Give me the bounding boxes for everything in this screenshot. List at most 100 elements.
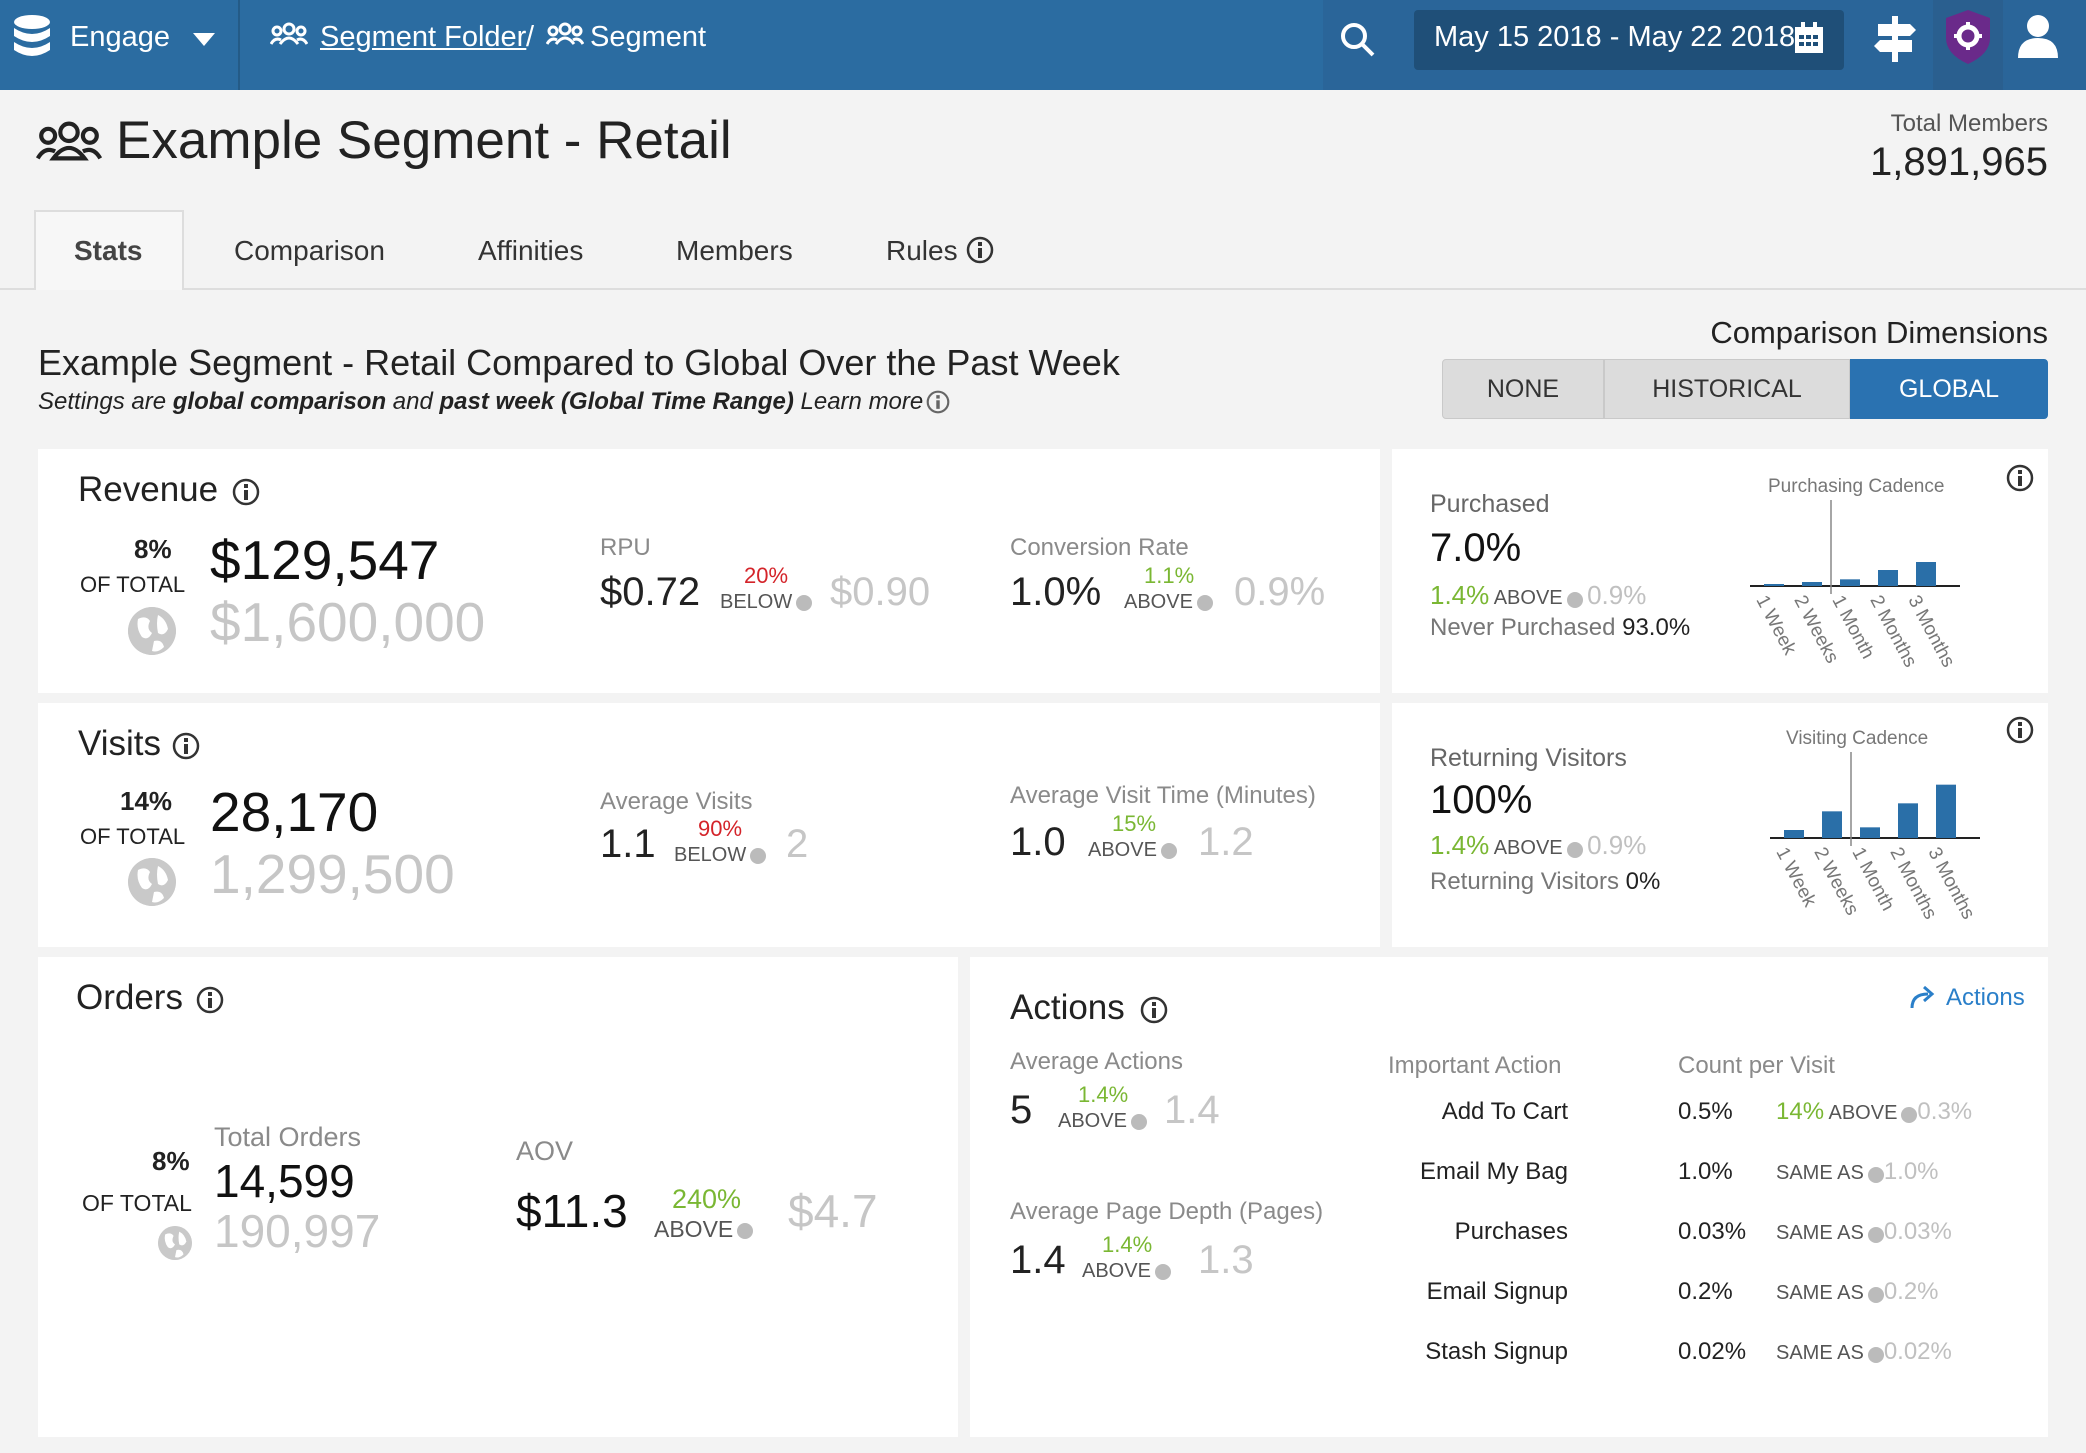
section-title: Example Segment - Retail Compared to Glo… — [38, 342, 1120, 383]
info-icon[interactable] — [1140, 996, 1168, 1024]
total-members-label: Total Members — [1890, 110, 2048, 137]
actions-title: Actions — [1010, 988, 1125, 1027]
total-orders-global: 190,997 — [214, 1205, 381, 1257]
info-icon[interactable] — [966, 236, 994, 264]
visiting-cadence-title: Visiting Cadence — [1786, 728, 1929, 749]
cadence-bar — [1784, 830, 1804, 838]
page-depth-label: Average Page Depth (Pages) — [1010, 1198, 1324, 1225]
tab-stats-label: Stats — [74, 235, 143, 266]
cadence-bar — [1878, 570, 1898, 586]
avg-visits-change-dir: BELOW — [674, 844, 767, 867]
avg-visits-label: Average Visits — [600, 788, 753, 815]
avg-actions-value: 5 — [1010, 1088, 1033, 1132]
comparison-option-none[interactable]: NONE — [1442, 359, 1604, 419]
revenue-global: $1,600,000 — [210, 591, 486, 653]
app-name[interactable]: Engage — [70, 21, 170, 53]
info-icon[interactable] — [2006, 464, 2034, 492]
database-icon — [12, 14, 52, 60]
tab-rules[interactable]: Rules — [886, 235, 958, 266]
calendar-icon — [1794, 22, 1824, 54]
group-icon — [546, 22, 584, 46]
globe-icon — [737, 1222, 754, 1239]
revenue-card — [38, 449, 1380, 693]
globe-icon — [1566, 591, 1583, 608]
globe-icon — [128, 607, 176, 655]
tab-affinities[interactable]: Affinities — [478, 235, 584, 266]
revenue-title: Revenue — [78, 470, 219, 509]
returning-label: Returning Visitors — [1430, 744, 1627, 772]
learn-more-link[interactable]: Learn more — [793, 388, 924, 415]
visits-value: 28,170 — [210, 781, 379, 843]
visits-card — [38, 703, 1380, 947]
breadcrumb-separator: / — [526, 21, 535, 53]
action-name: Email Signup — [1426, 1278, 1568, 1305]
globe-icon — [1196, 594, 1213, 611]
divider — [238, 0, 240, 90]
visit-time-global: 1.2 — [1198, 820, 1254, 864]
user-icon[interactable] — [2018, 14, 2058, 58]
cadence-bar — [1822, 811, 1842, 838]
group-icon — [270, 22, 308, 46]
shield-gear-icon — [1946, 10, 1990, 64]
comparison-option-global[interactable]: GLOBAL — [1850, 359, 2048, 419]
action-compare: SAME AS 0.2% — [1776, 1278, 1939, 1305]
date-range-button[interactable] — [1414, 10, 1844, 70]
info-icon[interactable] — [196, 986, 224, 1014]
revenue-share-pct: 8% — [134, 534, 172, 564]
aov-change-dir: ABOVE — [654, 1216, 754, 1243]
actions-link[interactable]: Actions — [1946, 984, 2025, 1011]
tab-members[interactable]: Members — [676, 235, 793, 266]
comparison-option-historical[interactable]: HISTORICAL — [1604, 359, 1850, 419]
visits-global: 1,299,500 — [210, 843, 455, 905]
avg-actions-label: Average Actions — [1010, 1048, 1184, 1075]
info-icon[interactable] — [232, 478, 260, 506]
info-icon[interactable] — [172, 732, 200, 760]
breadcrumb-folder[interactable]: Segment Folder — [320, 21, 527, 53]
search-icon[interactable] — [1340, 22, 1376, 58]
never-purchased: Never Purchased 93.0% — [1430, 614, 1691, 641]
orders-of-total: OF TOTAL — [82, 1190, 192, 1216]
tab-stats[interactable] — [34, 210, 184, 290]
tab-divider — [0, 288, 2086, 290]
rpu-change-dir: BELOW — [720, 591, 813, 614]
orders-title: Orders — [76, 978, 183, 1017]
avg-actions-global: 1.4 — [1164, 1088, 1220, 1132]
action-count: 0.5% — [1678, 1098, 1733, 1125]
page-depth-change-dir: ABOVE — [1082, 1260, 1171, 1283]
cadence-bar — [1840, 579, 1860, 586]
action-count: 1.0% — [1678, 1158, 1733, 1185]
action-name: Purchases — [1454, 1218, 1568, 1245]
cadence-bar — [1936, 784, 1956, 838]
comparison-dimensions-label: Comparison Dimensions — [1710, 315, 2048, 350]
globe-icon — [1130, 1113, 1147, 1130]
conversion-change-pct: 1.1% — [1144, 563, 1195, 588]
signpost-icon[interactable] — [1874, 16, 1916, 62]
visits-share-pct: 14% — [120, 786, 173, 816]
chevron-down-icon[interactable] — [193, 33, 215, 47]
visit-time-change-pct: 15% — [1112, 811, 1157, 836]
info-icon[interactable] — [2006, 716, 2034, 744]
total-members-value: 1,891,965 — [1870, 140, 2048, 184]
rpu-global: $0.90 — [830, 570, 931, 614]
action-compare: SAME AS 0.02% — [1776, 1338, 1952, 1365]
action-compare: SAME AS 0.03% — [1776, 1218, 1952, 1245]
visit-time-change-dir: ABOVE — [1088, 839, 1177, 862]
aov-value: $11.3 — [516, 1185, 628, 1237]
important-action-header: Important Action — [1388, 1052, 1562, 1079]
avg-visits-value: 1.1 — [600, 822, 656, 866]
info-icon[interactable] — [926, 390, 950, 414]
revenue-of-total: OF TOTAL — [80, 572, 186, 597]
avg-visits-global: 2 — [786, 822, 809, 866]
purchased-change: 1.4% ABOVE 0.9% — [1430, 580, 1647, 610]
tab-comparison[interactable]: Comparison — [234, 235, 385, 266]
returning-change: 1.4% ABOVE 0.9% — [1430, 830, 1647, 860]
rpu-value: $0.72 — [600, 570, 701, 614]
visits-of-total: OF TOTAL — [80, 824, 186, 849]
rpu-change-pct: 20% — [744, 563, 789, 588]
avg-actions-change-dir: ABOVE — [1058, 1110, 1147, 1133]
share-arrow-icon[interactable] — [1908, 984, 1938, 1010]
purchased-card — [1392, 449, 2048, 693]
group-icon — [36, 120, 102, 162]
date-range-label: May 15 2018 - May 22 2018 — [1434, 21, 1796, 53]
globe-icon — [1901, 1106, 1918, 1123]
